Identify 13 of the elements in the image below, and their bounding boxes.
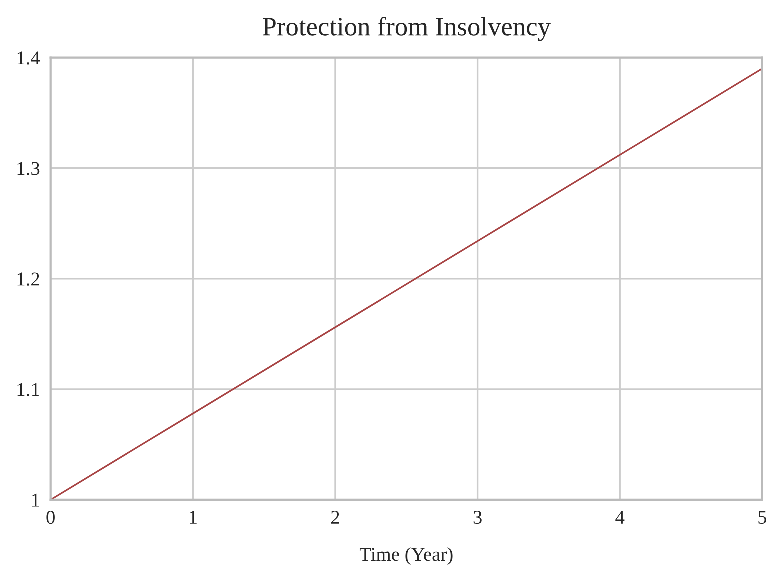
- x-tick-label: 5: [758, 511, 767, 524]
- x-tick-label: 3: [474, 511, 482, 524]
- chart-title: Protection from Insolvency: [263, 17, 551, 42]
- y-tick-label: 1.1: [18, 383, 40, 396]
- y-tick-label: 1.3: [18, 162, 40, 176]
- x-tick-label: 0: [46, 510, 55, 524]
- y-tick-label: 1.4: [18, 52, 40, 65]
- y-tick-label: 1.2: [18, 272, 40, 286]
- x-axis-title: Time (Year): [360, 547, 453, 566]
- y-tick-label: 1: [32, 494, 40, 507]
- x-tick-label: 4: [616, 511, 625, 524]
- x-tick-label: 2: [331, 511, 340, 524]
- x-tick-label: 1: [190, 511, 197, 524]
